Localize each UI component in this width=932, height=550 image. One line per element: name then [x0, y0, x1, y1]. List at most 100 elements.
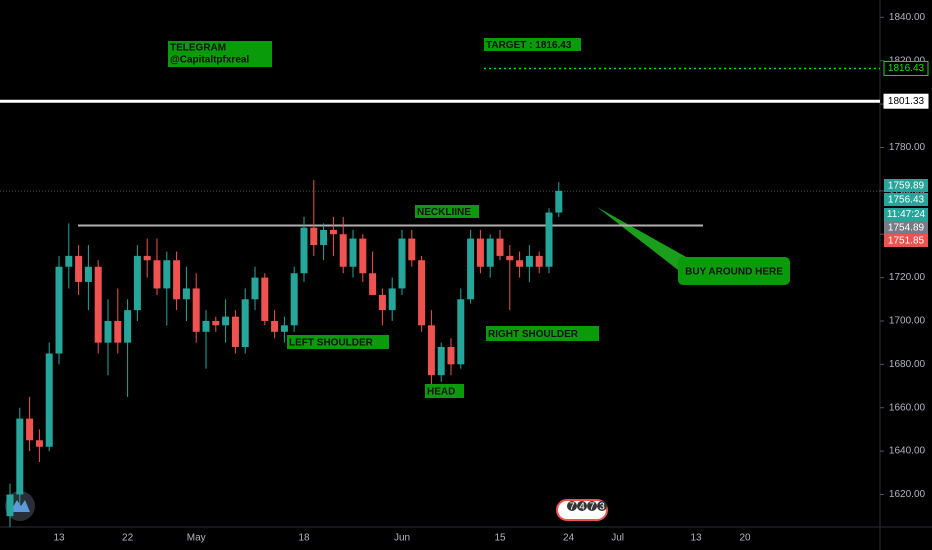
price-tag	[883, 93, 929, 109]
head-label: HEAD	[427, 387, 455, 398]
candle-body	[300, 227, 308, 274]
candle-body	[55, 266, 63, 354]
candle-body	[359, 238, 367, 274]
target-label-box	[484, 38, 581, 51]
right-shoulder-label: RIGHT SHOULDER	[488, 329, 579, 340]
badge-dot	[597, 501, 607, 511]
candle-body	[65, 255, 73, 267]
x-tick-label: Jun	[394, 533, 410, 544]
x-tick-label: 15	[494, 533, 506, 544]
y-tick-label: 1640.00	[889, 446, 926, 457]
y-tick-label: 1720.00	[889, 272, 926, 283]
candle-body	[516, 260, 524, 267]
candle-body	[45, 353, 53, 447]
candle-body	[163, 260, 171, 289]
neckline-label-box	[415, 205, 479, 218]
candle-body	[457, 299, 465, 365]
candle-body	[35, 440, 43, 447]
candle-body	[398, 238, 406, 289]
candle-body	[320, 229, 328, 246]
candle-body	[202, 320, 210, 332]
y-tick-label: 1680.00	[889, 359, 926, 370]
candle-body	[212, 320, 220, 326]
candle-body	[251, 277, 259, 300]
candle-body	[378, 294, 386, 311]
candle-body	[418, 260, 426, 326]
candle-body	[192, 288, 200, 332]
candle-body	[408, 238, 416, 261]
price-tag	[883, 60, 929, 76]
x-tick-label: 18	[298, 533, 310, 544]
candle-body	[124, 310, 132, 343]
price-tag-label: 1759.89	[888, 181, 925, 192]
candle-body	[349, 238, 357, 267]
candle-body	[26, 418, 34, 441]
badge-dot	[577, 501, 587, 511]
candle-body	[133, 255, 141, 311]
badge-dot	[567, 501, 577, 511]
target-label: TARGET : 1816.43	[486, 40, 572, 51]
price-tag-label: 1801.33	[888, 96, 925, 107]
candle-body	[369, 273, 377, 295]
y-tick-label: 1780.00	[889, 142, 926, 153]
price-tag-label: 1754.89	[888, 223, 925, 234]
price-tag	[884, 179, 928, 192]
candle-body	[447, 346, 455, 365]
candle-body	[182, 288, 190, 300]
left-shoulder-label: LEFT SHOULDER	[289, 338, 374, 349]
candle-body	[153, 260, 161, 289]
candle-body	[114, 320, 122, 343]
candle-body	[329, 229, 337, 235]
right-shoulder-label-box	[486, 326, 599, 341]
x-tick-label: 22	[122, 533, 134, 544]
countdown-tag	[884, 208, 928, 221]
candle-body	[280, 325, 288, 332]
buy-label-box	[678, 257, 790, 285]
candle-body	[388, 288, 396, 311]
candle-body	[339, 234, 347, 267]
x-tick-label: May	[187, 533, 206, 544]
candle-body	[241, 299, 249, 347]
telegram-line: TELEGRAM	[170, 43, 226, 54]
x-tick-label: 24	[563, 533, 575, 544]
candle-body	[525, 255, 533, 267]
head-label-box	[425, 384, 464, 398]
candle-body	[104, 320, 112, 343]
candle-body	[75, 255, 83, 282]
candle-body	[535, 255, 543, 267]
candle-body	[310, 227, 318, 246]
candle-body	[16, 418, 24, 495]
candle-body	[231, 316, 239, 347]
candle-body	[506, 255, 514, 261]
candle-body	[467, 238, 475, 300]
x-tick-label: 13	[53, 533, 65, 544]
y-tick-label: 1700.00	[889, 316, 926, 327]
y-tick-label: 1820.00	[889, 55, 926, 66]
candle-body	[222, 316, 230, 326]
candle-body	[496, 238, 504, 256]
price-tag	[884, 221, 928, 234]
telegram-line: @Capitaltpfxreal	[170, 55, 249, 66]
x-tick-label: 13	[690, 533, 702, 544]
candle-body	[271, 320, 279, 332]
arrow	[597, 207, 688, 270]
badge-digit: 7	[569, 502, 575, 513]
buy-label: BUY AROUND HERE	[685, 267, 783, 278]
price-tag-label: 1751.85	[888, 236, 925, 247]
candle-body	[94, 266, 102, 343]
countdown-label: 11:47:24	[887, 209, 926, 220]
logo-icon	[10, 500, 30, 512]
badge-digit: 3	[599, 502, 605, 513]
candle-body	[173, 260, 181, 300]
price-tag-label: 1756.43	[888, 195, 925, 206]
candle-body	[143, 255, 151, 261]
candle-body	[427, 325, 435, 376]
candle-body	[545, 212, 553, 267]
x-tick-label: Jul	[611, 533, 624, 544]
left-shoulder-label-box	[287, 335, 389, 349]
badge-digit: 4	[579, 502, 585, 513]
neckline-label: NECKLIINE	[417, 207, 471, 218]
price-tag	[884, 193, 928, 206]
